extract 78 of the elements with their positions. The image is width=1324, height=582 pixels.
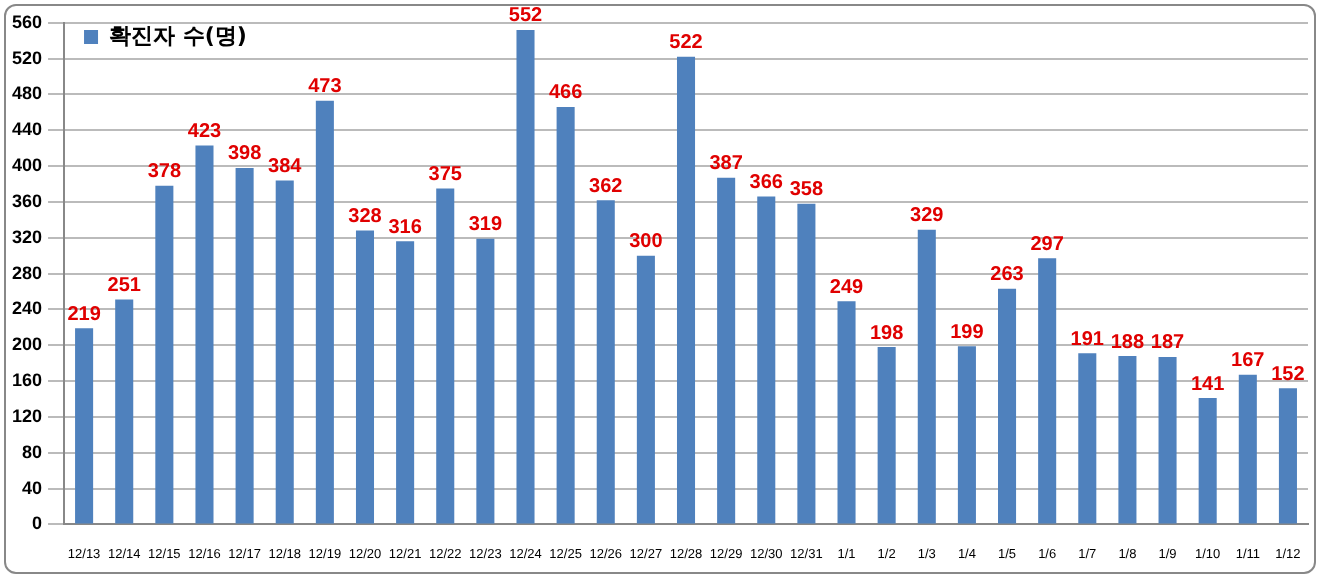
data-label: 522 (669, 32, 704, 55)
y-tick-label: 560 (11, 11, 43, 32)
data-label: 329 (910, 205, 945, 228)
data-label: 187 (1150, 332, 1186, 355)
data-label: 152 (1271, 363, 1306, 386)
y-tick-label: 360 (11, 190, 43, 211)
bar (556, 107, 575, 524)
data-label: 297 (1030, 233, 1065, 256)
data-label: 300 (629, 231, 664, 254)
data-label: 263 (990, 264, 1025, 287)
y-tick-label: 480 (11, 83, 43, 104)
bar (1198, 398, 1217, 524)
bar (1278, 388, 1297, 524)
data-label: 423 (187, 121, 223, 144)
data-label: 387 (709, 153, 744, 176)
y-tick-label: 280 (11, 262, 43, 283)
y-tick-label: 240 (11, 298, 43, 319)
bar (516, 29, 535, 524)
legend-label: 확진자 수(명) (109, 22, 247, 49)
y-tick-label: 0 (32, 513, 43, 534)
data-label: 319 (468, 214, 503, 237)
bar (636, 255, 655, 524)
y-tick-label: 40 (22, 477, 43, 498)
bar (355, 230, 375, 524)
data-label: 466 (548, 82, 584, 105)
bar (235, 167, 254, 524)
data-label: 328 (348, 206, 383, 229)
data-label: 316 (388, 216, 423, 239)
y-tick-label: 400 (11, 155, 43, 176)
bar (1038, 258, 1057, 524)
bar (877, 347, 896, 524)
data-label: 358 (789, 179, 824, 202)
bar (797, 203, 816, 524)
y-tick-label: 120 (11, 405, 43, 426)
y-tick-label: 80 (22, 441, 43, 462)
bar (476, 238, 495, 524)
data-label: 141 (1190, 373, 1226, 396)
bar (1238, 374, 1257, 524)
bar (75, 328, 94, 524)
bar (717, 177, 736, 524)
bar (917, 229, 936, 524)
y-tick-label: 160 (11, 370, 43, 391)
bar (436, 188, 455, 524)
y-tick-label: 440 (11, 119, 43, 140)
bar (837, 301, 856, 524)
data-label: 366 (749, 172, 784, 195)
bar (275, 180, 294, 524)
data-label: 378 (147, 161, 182, 184)
bar (957, 346, 976, 524)
data-label: 249 (829, 276, 865, 299)
bar (1118, 356, 1137, 524)
data-label: 362 (589, 175, 624, 198)
y-tick-label: 320 (11, 226, 43, 247)
bar (596, 200, 615, 524)
data-label: 375 (428, 164, 463, 187)
data-label: 191 (1070, 328, 1105, 351)
data-label: 398 (227, 143, 263, 166)
data-label: 219 (67, 303, 102, 326)
y-tick-label: 520 (11, 47, 43, 68)
bar (998, 288, 1017, 524)
data-label: 251 (107, 275, 142, 298)
data-label: 167 (1231, 350, 1266, 373)
bar (757, 196, 776, 524)
data-label: 552 (508, 5, 544, 28)
data-label: 473 (308, 76, 343, 99)
data-label: 198 (869, 322, 905, 345)
bar (115, 299, 134, 524)
data-label: 384 (268, 155, 303, 178)
data-label: 188 (1110, 331, 1145, 354)
bar (676, 56, 696, 524)
bar (396, 241, 415, 524)
y-tick-label: 200 (11, 334, 43, 355)
bar (155, 185, 174, 524)
bar (195, 145, 214, 524)
bar (1078, 353, 1097, 524)
bar (315, 100, 334, 524)
bar (1158, 356, 1177, 524)
data-label: 199 (950, 321, 985, 344)
